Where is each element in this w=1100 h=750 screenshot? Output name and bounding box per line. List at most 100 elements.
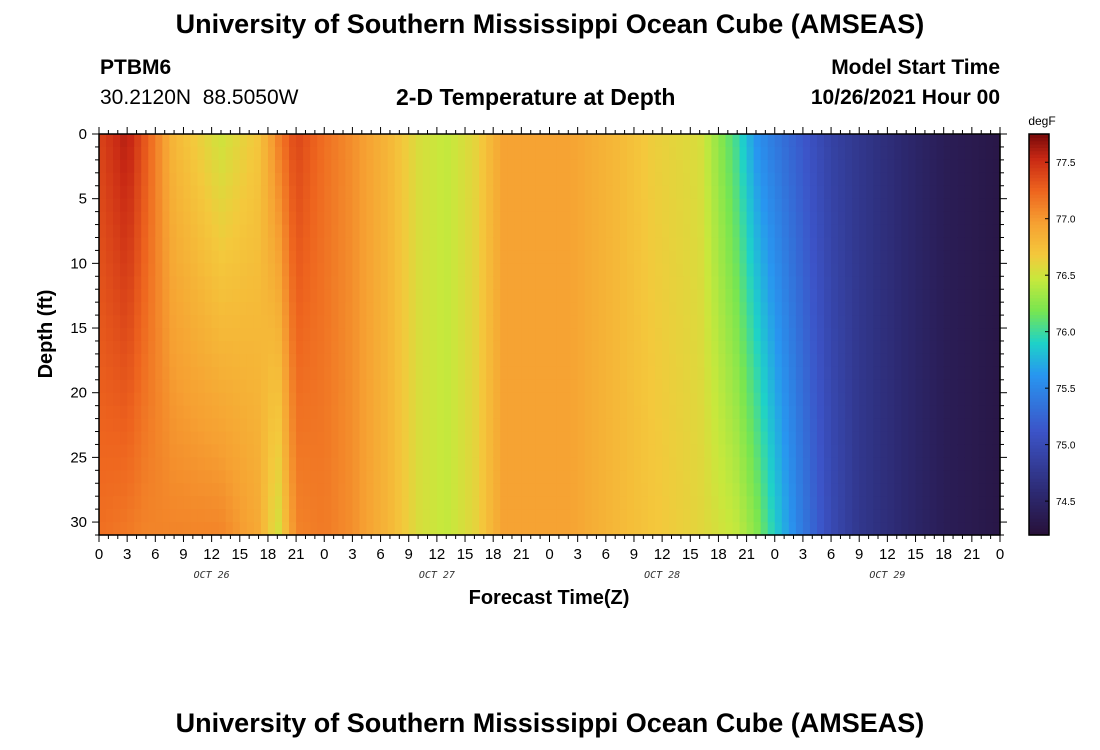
heatmap-cell [394, 315, 403, 329]
heatmap-cell [824, 379, 832, 394]
heatmap-cell [866, 134, 874, 148]
heatmap-cell [908, 224, 917, 239]
heatmap-cell [246, 431, 255, 446]
heatmap-cell [570, 250, 579, 264]
heatmap-cell [887, 276, 896, 290]
heatmap-cell [282, 496, 290, 510]
heatmap-cell [408, 366, 417, 381]
heatmap-cell [274, 340, 283, 355]
heatmap-cell [880, 431, 888, 446]
heatmap-cell [669, 366, 677, 381]
heatmap-cell [310, 185, 318, 200]
heatmap-cell [922, 353, 931, 368]
heatmap-cell [472, 198, 480, 213]
heatmap-cell [767, 134, 776, 148]
heatmap-cell [739, 509, 748, 523]
heatmap-cell [922, 250, 931, 264]
heatmap-cell [880, 418, 888, 433]
heatmap-cell [619, 159, 628, 174]
heatmap-cell [338, 263, 346, 277]
heatmap-cell [253, 185, 262, 200]
heatmap-cell [190, 522, 199, 536]
colorbar-segment [1029, 381, 1049, 386]
heatmap-cell [563, 263, 572, 277]
heatmap-cell [978, 263, 987, 277]
heatmap-cell [274, 211, 283, 226]
heatmap-cell [415, 302, 424, 316]
heatmap-cell [655, 198, 663, 213]
heatmap-cell [260, 444, 269, 458]
heatmap-cell [359, 146, 368, 161]
heatmap-cell [992, 211, 1001, 226]
heatmap-cell [563, 392, 572, 407]
heatmap-cell [359, 134, 368, 148]
heatmap-cell [809, 237, 818, 252]
heatmap-cell [239, 302, 248, 316]
heatmap-cell [549, 392, 558, 407]
heatmap-cell [704, 444, 712, 458]
heatmap-cell [788, 328, 797, 342]
heatmap-cell [845, 224, 853, 239]
heatmap-cell [964, 146, 973, 161]
heatmap-cell [690, 366, 698, 381]
heatmap-cell [641, 340, 649, 355]
heatmap-cell [655, 509, 663, 523]
heatmap-cell [246, 366, 255, 381]
heatmap-cell [816, 405, 825, 420]
heatmap-cell [563, 159, 572, 174]
heatmap-cell [838, 431, 846, 446]
heatmap-cell [310, 431, 318, 446]
heatmap-cell [985, 289, 994, 303]
heatmap-cell [401, 431, 410, 446]
heatmap-cell [373, 418, 382, 433]
heatmap-cell [528, 457, 537, 471]
heatmap-cell [683, 509, 691, 523]
heatmap-cell [134, 198, 142, 213]
heatmap-cell [711, 392, 720, 407]
heatmap-cell [943, 418, 952, 433]
heatmap-cell [887, 496, 896, 510]
heatmap-cell [816, 315, 825, 329]
x-tick-label: 12 [654, 546, 671, 563]
heatmap-cell [148, 483, 156, 497]
heatmap-cell [415, 496, 424, 510]
heatmap-cell [612, 509, 621, 523]
heatmap-cell [577, 444, 586, 458]
heatmap-cell [324, 379, 332, 394]
heatmap-cell [127, 146, 135, 161]
heatmap-cell [204, 470, 213, 484]
heatmap-cell [957, 366, 966, 381]
heatmap-cell [992, 315, 1001, 329]
heatmap-cell [612, 315, 621, 329]
heatmap-cell [457, 522, 466, 536]
heatmap-cell [232, 392, 241, 407]
heatmap-cell [267, 185, 276, 200]
heatmap-cell [978, 431, 987, 446]
heatmap-cell [577, 159, 586, 174]
heatmap-cell [514, 289, 522, 303]
heatmap-cell [232, 134, 241, 148]
heatmap-cell [936, 263, 945, 277]
heatmap-cell [500, 237, 508, 252]
heatmap-cell [563, 250, 572, 264]
heatmap-cell [457, 211, 466, 226]
heatmap-cell [584, 172, 593, 187]
heatmap-cell [866, 444, 874, 458]
heatmap-cell [767, 224, 776, 239]
heatmap-cell [183, 159, 192, 174]
heatmap-cell [711, 483, 720, 497]
heatmap-cell [957, 457, 966, 471]
heatmap-cell [824, 146, 832, 161]
heatmap-cell [985, 185, 994, 200]
heatmap-cell [816, 302, 825, 316]
heatmap-cell [584, 276, 593, 290]
heatmap-cell [676, 134, 684, 148]
heatmap-cell [894, 146, 903, 161]
heatmap-cell [936, 172, 945, 187]
heatmap-cell [648, 457, 656, 471]
heatmap-cell [718, 457, 727, 471]
heatmap-cell [549, 418, 558, 433]
heatmap-cell [816, 379, 825, 394]
heatmap-cell [866, 405, 874, 420]
heatmap-cell [943, 250, 952, 264]
